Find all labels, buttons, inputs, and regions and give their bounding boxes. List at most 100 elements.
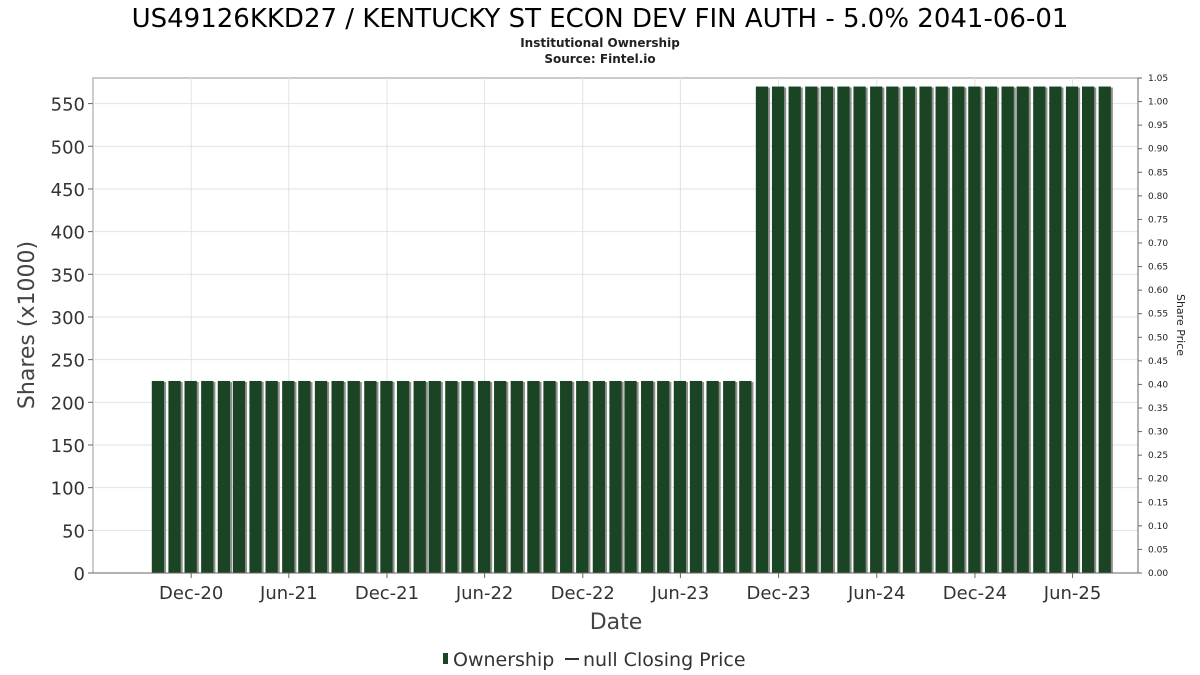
ownership-bar [527, 380, 540, 573]
ownership-bar [396, 380, 410, 573]
y2-tick-label: 0.85 [1148, 168, 1168, 178]
legend-price-label: null Closing Price [583, 649, 746, 671]
y2-tick-label: 0.35 [1148, 404, 1168, 414]
ownership-bar [168, 380, 181, 573]
ownership-bar [609, 380, 622, 573]
y2-tick-label: 0.00 [1148, 569, 1168, 579]
y2-tick-label: 0.40 [1148, 380, 1168, 390]
ownership-bar [347, 380, 360, 573]
y2-tick-label: 0.10 [1148, 522, 1168, 532]
ownership-bar [657, 380, 670, 573]
y-tick-label: 500 [51, 137, 85, 158]
ownership-bar [723, 380, 736, 573]
ownership-bar [314, 380, 328, 573]
y-tick-label: 350 [51, 265, 85, 286]
ownership-bar [461, 380, 474, 573]
ownership-bar [1016, 86, 1029, 573]
legend: Ownership null Closing Price [443, 649, 746, 671]
ownership-bar [201, 380, 214, 573]
ownership-bar [265, 380, 278, 573]
y2-tick-label: 0.45 [1148, 357, 1168, 367]
x-axis-label: Date [590, 610, 643, 635]
y-tick-label: 150 [51, 436, 85, 457]
ownership-bar [641, 380, 654, 573]
ownership-bar [510, 380, 523, 573]
y-tick-label: 550 [51, 95, 85, 116]
y2-tick-label: 1.00 [1148, 98, 1168, 108]
y2-tick-label: 0.30 [1148, 428, 1168, 438]
chart-title: US49126KKD27 / KENTUCKY ST ECON DEV FIN … [132, 4, 1069, 34]
ownership-bar [413, 380, 426, 573]
x-tick-label: Jun-22 [455, 583, 514, 604]
y2-tick-label: 0.55 [1148, 310, 1168, 320]
y2-tick-label: 0.75 [1148, 215, 1168, 225]
y2-tick-label: 0.80 [1148, 192, 1168, 202]
x-tick-label: Jun-25 [1043, 583, 1102, 604]
ownership-bar [576, 380, 589, 573]
y2-tick-label: 0.95 [1148, 121, 1168, 131]
x-tick-label: Dec-22 [551, 583, 615, 604]
y2-tick-label: 0.60 [1148, 286, 1168, 296]
chart-source: Source: Fintel.io [544, 52, 655, 66]
ownership-bar [494, 380, 507, 573]
ownership-bar [805, 86, 818, 573]
x-tick-label: Dec-23 [746, 583, 810, 604]
y-tick-label: 200 [51, 393, 85, 414]
ownership-bar [771, 86, 785, 573]
ownership-bar [624, 380, 637, 573]
ownership-bar [952, 86, 965, 573]
ownership-bar [282, 380, 295, 573]
ownership-bar [853, 86, 866, 573]
x-tick-label: Jun-23 [651, 583, 710, 604]
x-tick-label: Dec-20 [159, 583, 223, 604]
ownership-bar [673, 380, 686, 573]
x-axis-ticks: Dec-20 Jun-21 Dec-21 Jun-22 Dec-22 Jun-23 Dec-… [159, 573, 1101, 604]
y2-tick-label: 0.65 [1148, 263, 1168, 273]
y-tick-label: 0 [74, 564, 85, 585]
y2-tick-label: 0.50 [1148, 333, 1168, 343]
x-tick-label: Dec-21 [355, 583, 419, 604]
ownership-bar [739, 380, 752, 573]
ownership-bar [984, 86, 998, 573]
legend-ownership-label: Ownership [453, 649, 554, 671]
ownership-bar [755, 86, 769, 573]
ownership-bar [1081, 86, 1095, 573]
y2-tick-label: 0.90 [1148, 145, 1168, 155]
ownership-bar [1049, 86, 1062, 573]
ownership-bar [217, 380, 231, 573]
y-tick-label: 50 [62, 521, 85, 542]
y2-axis-label: Share Price [1174, 294, 1187, 356]
ownership-bar [706, 380, 719, 573]
ownership-bar [331, 380, 344, 573]
ownership-bar [1065, 86, 1079, 573]
y2-tick-label: 0.20 [1148, 475, 1168, 485]
ownership-bar [919, 86, 932, 573]
ownership-bar [1001, 86, 1014, 573]
ownership-bar [870, 86, 883, 573]
y2-tick-label: 0.70 [1148, 239, 1168, 249]
ownership-bar [1033, 86, 1046, 573]
x-tick-label: Jun-21 [259, 583, 318, 604]
ownership-bar [249, 380, 262, 573]
y2-axis-ticks: 0.00 0.05 0.10 0.15 0.20 0.25 0.30 0.35 0.40 0.45… [1138, 74, 1168, 579]
ownership-bar [543, 380, 556, 573]
ownership-bar [151, 380, 165, 573]
y2-tick-label: 1.05 [1148, 74, 1168, 84]
y-tick-label: 400 [51, 223, 85, 244]
y-tick-label: 300 [51, 308, 85, 329]
y-axis-ticks: 0 50 100 150 200 250 300 350 400 450 500 550 [51, 95, 93, 585]
ownership-bar [298, 380, 311, 573]
ownership-bar [837, 86, 850, 573]
ownership-bar [820, 86, 833, 573]
ownership-bar [428, 380, 441, 573]
y-tick-label: 450 [51, 180, 85, 201]
ownership-bar [445, 380, 458, 573]
ownership-bar [184, 380, 197, 573]
bar-series-ownership [151, 86, 1113, 573]
ownership-bar [477, 380, 491, 573]
ownership-bar [364, 380, 377, 573]
x-tick-label: Dec-24 [943, 583, 1007, 604]
ownership-bar [935, 86, 948, 573]
y-tick-label: 100 [51, 479, 85, 500]
